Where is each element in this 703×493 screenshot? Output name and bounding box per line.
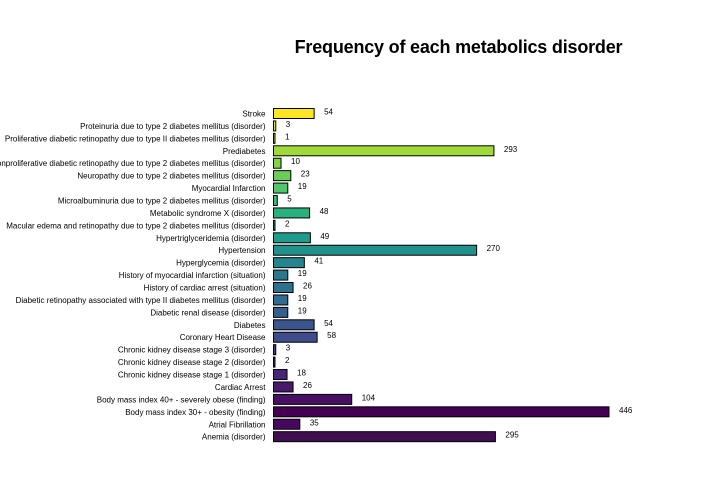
value-label: 26 <box>303 282 312 291</box>
bar <box>273 219 276 231</box>
value-label: 19 <box>298 306 307 315</box>
category-label: Anemia (disorder) <box>202 433 266 442</box>
bar <box>273 306 289 318</box>
category-label: Proliferative diabetic retinopathy due t… <box>5 134 266 143</box>
category-label: Chronic kidney disease stage 2 (disorder… <box>118 358 266 367</box>
value-label: 35 <box>310 418 319 427</box>
category-label: Body mass index 30+ - obesity (finding) <box>125 408 266 417</box>
bar <box>273 393 353 405</box>
bar <box>273 145 495 157</box>
category-label: Coronary Heart Disease <box>180 333 266 342</box>
category-label: Chronic kidney disease stage 1 (disorder… <box>118 371 266 380</box>
bar <box>273 182 289 194</box>
bar <box>273 356 276 368</box>
category-label: Stroke <box>242 110 266 119</box>
value-label: 446 <box>619 406 633 415</box>
category-label: Diabetes <box>234 321 266 330</box>
category-label: Body mass index 40+ - severely obese (fi… <box>97 395 266 404</box>
value-label: 26 <box>303 381 312 390</box>
value-label: 2 <box>285 219 290 228</box>
bar <box>273 294 289 306</box>
value-label: 54 <box>324 108 333 117</box>
category-label: Neuropathy due to type 2 diabetes mellit… <box>77 172 265 181</box>
bar <box>273 319 315 331</box>
bar <box>273 132 276 144</box>
category-label: Nonproliferative diabetic retinopathy du… <box>0 159 266 168</box>
value-label: 18 <box>297 369 306 378</box>
bar <box>273 120 277 132</box>
value-label: 270 <box>487 244 501 253</box>
bar <box>273 418 301 430</box>
value-label: 10 <box>291 157 300 166</box>
category-label: History of cardiac arrest (situation) <box>144 284 266 293</box>
value-label: 293 <box>504 145 518 154</box>
value-label: 1 <box>285 132 290 141</box>
category-label: History of myocardial infarction (situat… <box>119 271 266 280</box>
category-label: Myocardial Infarction <box>192 184 266 193</box>
value-label: 19 <box>298 294 307 303</box>
value-label: 3 <box>286 120 291 129</box>
bar <box>273 431 496 443</box>
category-label: Hyperglycemia (disorder) <box>176 259 266 268</box>
bar <box>273 381 294 393</box>
category-label: Diabetic renal disease (disorder) <box>150 308 266 317</box>
value-label: 54 <box>324 319 333 328</box>
bar <box>273 344 277 356</box>
bar <box>273 232 311 244</box>
bar <box>273 282 294 294</box>
category-label: Diabetic retinopathy associated with typ… <box>16 296 266 305</box>
category-label: Atrial Fibrillation <box>209 420 266 429</box>
value-label: 58 <box>327 331 336 340</box>
category-label: Cardiac Arrest <box>215 383 266 392</box>
value-label: 23 <box>301 170 310 179</box>
value-label: 41 <box>314 257 323 266</box>
value-label: 104 <box>362 393 376 402</box>
value-label: 19 <box>298 269 307 278</box>
category-label: Microalbuminuria due to type 2 diabetes … <box>58 197 266 206</box>
value-label: 48 <box>320 207 329 216</box>
bar <box>273 157 282 169</box>
chart-title: Frequency of each metabolics disorder <box>294 37 623 57</box>
value-label: 49 <box>320 232 329 241</box>
bar <box>273 170 292 182</box>
bar <box>273 108 315 119</box>
bar <box>273 257 305 269</box>
value-label: 19 <box>298 182 307 191</box>
value-label: 295 <box>505 431 519 440</box>
bar <box>273 331 318 343</box>
bar <box>273 244 478 256</box>
value-label: 3 <box>286 344 291 353</box>
bar <box>273 406 610 418</box>
category-label: Macular edema and retinopathy due to typ… <box>6 221 266 230</box>
category-label: Chronic kidney disease stage 3 (disorder… <box>118 346 266 355</box>
category-label: Metabolic syndrome X (disorder) <box>150 209 266 218</box>
bar <box>273 269 289 281</box>
bar <box>273 195 278 207</box>
category-label: Prediabetes <box>223 147 266 156</box>
category-label: Hypertriglyceridemia (disorder) <box>156 234 266 243</box>
value-label: 2 <box>285 356 290 365</box>
bar <box>273 369 288 381</box>
category-label: Hypertension <box>218 246 265 255</box>
value-label: 5 <box>287 195 292 204</box>
bar <box>273 207 311 219</box>
category-label: Proteinuria due to type 2 diabetes melli… <box>80 122 266 131</box>
